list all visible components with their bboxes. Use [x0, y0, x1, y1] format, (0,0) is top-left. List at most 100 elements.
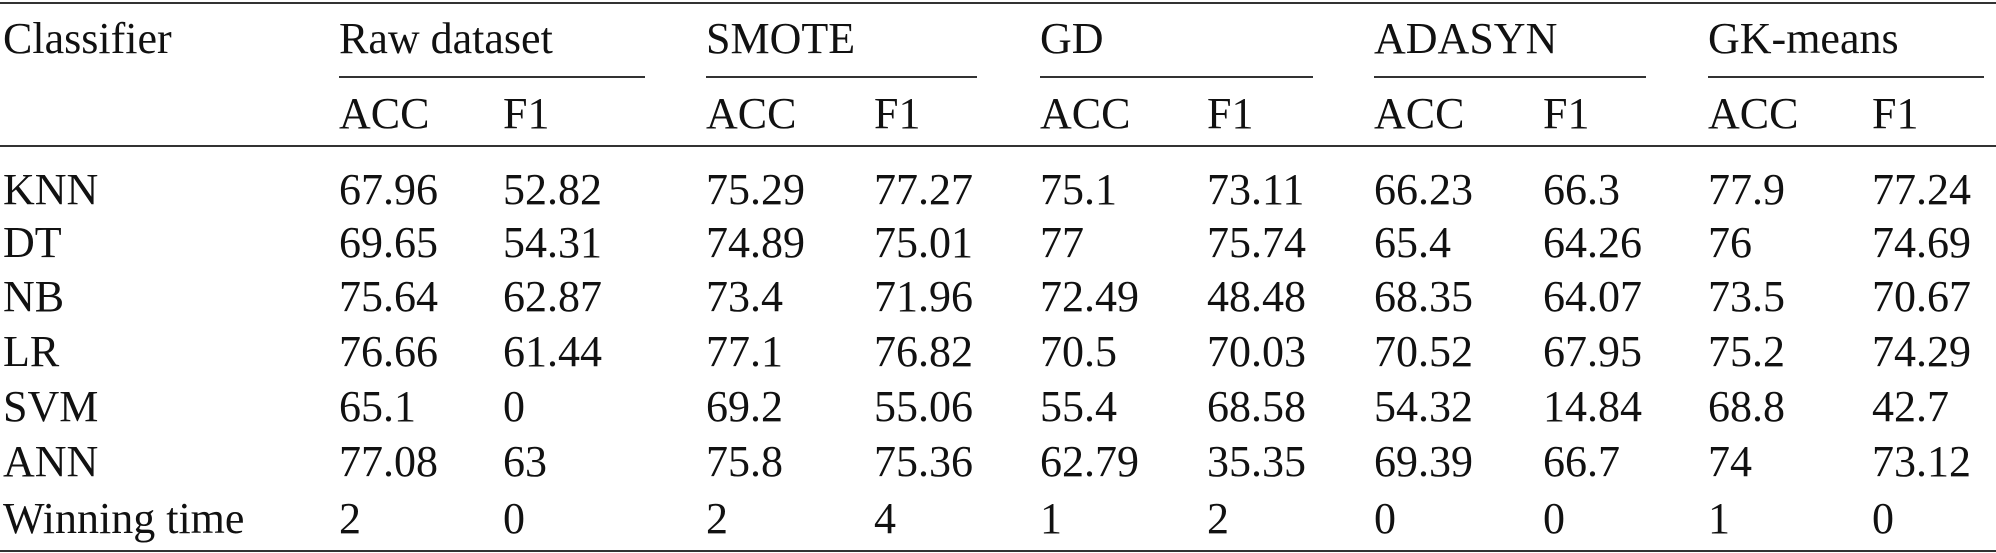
- group-rule: [1708, 76, 1984, 78]
- cell: 74.69: [1872, 218, 1971, 267]
- cell: 76.82: [874, 327, 973, 376]
- row-label: DT: [3, 218, 62, 267]
- sub-header: F1: [1207, 89, 1254, 138]
- cell: 75.36: [874, 437, 973, 486]
- cell: 77.24: [1872, 165, 1971, 214]
- cell: 1: [1040, 494, 1062, 543]
- cell: 75.1: [1040, 165, 1117, 214]
- group-header: SMOTE: [706, 14, 856, 63]
- header-rule: [0, 145, 1996, 147]
- cell: 2: [1207, 494, 1229, 543]
- cell: 67.95: [1543, 327, 1642, 376]
- cell: 73.5: [1708, 272, 1785, 321]
- group-header: GK-means: [1708, 14, 1899, 63]
- sub-header: ACC: [339, 89, 430, 138]
- cell: 70.5: [1040, 327, 1117, 376]
- cell: 0: [1872, 494, 1894, 543]
- cell: 2: [339, 494, 361, 543]
- cell: 75.8: [706, 437, 783, 486]
- cell: 69.65: [339, 218, 438, 267]
- cell: 66.3: [1543, 165, 1620, 214]
- cell: 14.84: [1543, 382, 1642, 431]
- cell: 73.11: [1207, 165, 1305, 214]
- cell: 75.29: [706, 165, 805, 214]
- cell: 74.29: [1872, 327, 1971, 376]
- cell: 76.66: [339, 327, 438, 376]
- cell: 54.31: [503, 218, 602, 267]
- row-label: KNN: [3, 165, 99, 214]
- sub-header: F1: [503, 89, 550, 138]
- cell: 73.12: [1872, 437, 1971, 486]
- sub-header: F1: [1872, 89, 1919, 138]
- cell: 35.35: [1207, 437, 1306, 486]
- top-rule: [0, 2, 1996, 4]
- row-label: NB: [3, 272, 65, 321]
- row-label: LR: [3, 327, 60, 376]
- cell: 0: [1374, 494, 1396, 543]
- cell: 2: [706, 494, 728, 543]
- bottom-rule: [0, 550, 1996, 552]
- cell: 0: [1543, 494, 1565, 543]
- group-rule: [1374, 76, 1646, 78]
- cell: 61.44: [503, 327, 602, 376]
- cell: 72.49: [1040, 272, 1139, 321]
- cell: 73.4: [706, 272, 783, 321]
- cell: 64.26: [1543, 218, 1642, 267]
- cell: 66.23: [1374, 165, 1473, 214]
- cell: 55.4: [1040, 382, 1117, 431]
- cell: 55.06: [874, 382, 973, 431]
- cell: 1: [1708, 494, 1730, 543]
- cell: 70.67: [1872, 272, 1971, 321]
- group-header: GD: [1040, 14, 1104, 63]
- group-rule: [1040, 76, 1313, 78]
- cell: 48.48: [1207, 272, 1306, 321]
- sub-header: F1: [1543, 89, 1590, 138]
- group-rule: [706, 76, 977, 78]
- row-label: ANN: [3, 437, 99, 486]
- cell: 63: [503, 437, 547, 486]
- sub-header: ACC: [706, 89, 797, 138]
- cell: 74.89: [706, 218, 805, 267]
- cell: 42.7: [1872, 382, 1949, 431]
- cell: 77.1: [706, 327, 783, 376]
- cell: 54.32: [1374, 382, 1473, 431]
- cell: 75.2: [1708, 327, 1785, 376]
- cell: 68.35: [1374, 272, 1473, 321]
- cell: 75.01: [874, 218, 973, 267]
- cell: 62.79: [1040, 437, 1139, 486]
- cell: 70.52: [1374, 327, 1473, 376]
- cell: 76: [1708, 218, 1752, 267]
- group-header: ADASYN: [1374, 14, 1558, 63]
- cell: 77.08: [339, 437, 438, 486]
- cell: 67.96: [339, 165, 438, 214]
- cell: 52.82: [503, 165, 602, 214]
- cell: 69.39: [1374, 437, 1473, 486]
- cell: 65.1: [339, 382, 416, 431]
- row-label: Winning time: [3, 494, 245, 543]
- cell: 70.03: [1207, 327, 1306, 376]
- cell: 0: [503, 494, 525, 543]
- cell: 68.58: [1207, 382, 1306, 431]
- sub-header: F1: [874, 89, 921, 138]
- cell: 4: [874, 494, 896, 543]
- sub-header: ACC: [1708, 89, 1799, 138]
- group-rule: [339, 76, 645, 78]
- row-label: SVM: [3, 382, 99, 431]
- cell: 71.96: [874, 272, 973, 321]
- cell: 77.27: [874, 165, 973, 214]
- cell: 69.2: [706, 382, 783, 431]
- cell: 66.7: [1543, 437, 1620, 486]
- cell: 68.8: [1708, 382, 1785, 431]
- cell: 75.64: [339, 272, 438, 321]
- cell: 64.07: [1543, 272, 1642, 321]
- column-header: Classifier: [3, 14, 172, 63]
- cell: 74: [1708, 437, 1752, 486]
- cell: 77: [1040, 218, 1084, 267]
- sub-header: ACC: [1040, 89, 1131, 138]
- group-header: Raw dataset: [339, 14, 553, 63]
- cell: 0: [503, 382, 525, 431]
- cell: 77.9: [1708, 165, 1785, 214]
- cell: 62.87: [503, 272, 602, 321]
- sub-header: ACC: [1374, 89, 1465, 138]
